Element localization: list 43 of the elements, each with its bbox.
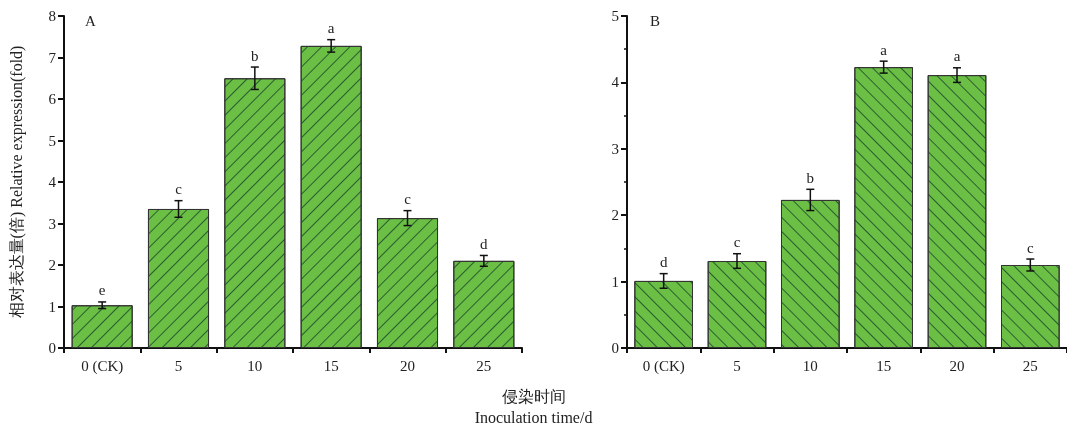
annotation: a (327, 20, 335, 37)
x-tick-label: 25 (1022, 357, 1038, 374)
y-tick-label: 1 (48, 298, 56, 315)
y-tick-label: 5 (611, 8, 619, 24)
y-tick-label: 1 (611, 273, 619, 290)
y-tick-label: 7 (48, 49, 57, 66)
y-tick-label: 6 (48, 91, 57, 107)
y-tick-label: 3 (611, 140, 619, 157)
annotation: a (880, 41, 888, 58)
annotation: c (404, 191, 412, 208)
annotation: d (480, 235, 489, 252)
x-tick-label: 15 (876, 357, 892, 374)
y-tick-label: 4 (48, 174, 57, 190)
x-tick-label: 20 (400, 357, 415, 374)
y-tick-label: 4 (611, 74, 620, 91)
y-tick-label: 0 (611, 340, 619, 356)
x-tick-label: 25 (476, 357, 492, 374)
annotation: b (251, 47, 259, 64)
x-axis-title: 侵染时间 Inoculation time/d (473, 387, 594, 428)
annotation: b (806, 169, 815, 186)
x-tick-label: 5 (174, 357, 183, 374)
y-tick-label: 2 (48, 257, 56, 273)
chart-title: A (85, 12, 96, 29)
y-tick-label: 8 (48, 8, 56, 24)
x-tick-label: 10 (802, 357, 818, 374)
annotation: c (175, 181, 183, 198)
x-tick-label: 0 (CK) (81, 357, 124, 375)
y-tick-label: 2 (611, 207, 619, 224)
x-tick-label: 20 (949, 357, 965, 374)
x-tick-label: 5 (733, 357, 741, 374)
annotation: a (953, 48, 961, 65)
chart-title: B (650, 12, 661, 29)
y-tick-label: 3 (48, 215, 56, 232)
annotation: d (659, 254, 668, 271)
annotation: e (98, 282, 106, 299)
y-tick-label: 0 (48, 340, 56, 356)
y-axis-title: 相对表达量(倍) Relative expression(fold) (7, 45, 26, 319)
x-tick-label: 0 (CK) (642, 357, 685, 375)
x-tick-label: 15 (323, 357, 339, 374)
annotation: c (1027, 239, 1034, 256)
annotation: c (733, 234, 741, 251)
y-tick-label: 5 (48, 132, 56, 149)
x-tick-label: 10 (247, 357, 263, 374)
